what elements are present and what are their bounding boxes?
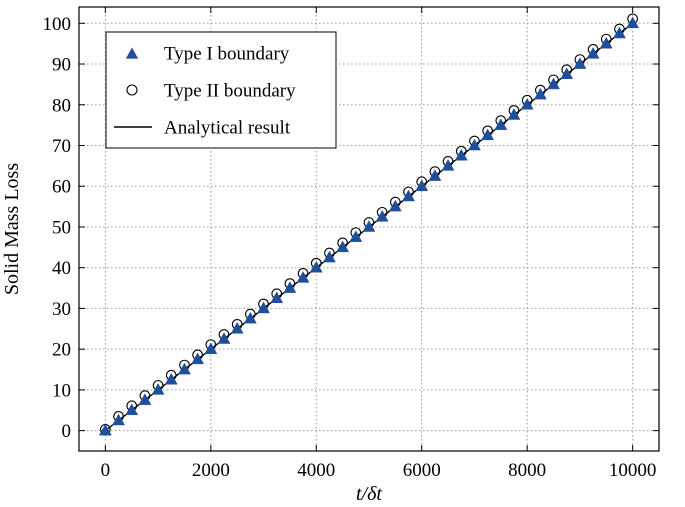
legend-circle-symbol — [126, 84, 138, 96]
type1-point — [441, 159, 455, 171]
type1-point — [613, 26, 626, 39]
type1-point — [323, 250, 336, 263]
type1-point — [533, 87, 547, 100]
type1-point — [481, 128, 495, 141]
type1-point — [296, 271, 310, 283]
y-axis-label: Solid Mass Loss — [1, 163, 23, 295]
x-axis-label: t/δt — [356, 483, 382, 505]
type1-point — [415, 179, 429, 192]
legend-triangle-symbol — [125, 47, 139, 59]
legend-label: Analytical result — [164, 118, 291, 139]
type1-point — [336, 240, 350, 253]
type1-point — [520, 97, 534, 110]
type1-point — [257, 301, 270, 314]
y-tick-label: 90 — [52, 55, 71, 76]
y-tick-label: 60 — [52, 177, 71, 198]
type1-point — [283, 281, 297, 293]
y-tick-label: 100 — [43, 14, 72, 35]
type1-point — [204, 342, 218, 354]
x-tick-label: 4000 — [297, 460, 335, 481]
type1-point — [468, 138, 481, 151]
legend-box — [105, 31, 337, 149]
type1-point — [547, 77, 560, 90]
x-tick-label: 0 — [101, 460, 111, 481]
y-tick-label: 50 — [52, 217, 71, 238]
y-tick-label: 40 — [52, 258, 71, 279]
type1-point — [151, 383, 165, 395]
type1-point — [454, 148, 468, 161]
type1-point — [178, 362, 191, 375]
x-tick-label: 8000 — [508, 460, 546, 481]
y-tick-label: 20 — [52, 340, 71, 361]
legend: Type I boundary Type II boundary Analytica… — [105, 31, 337, 149]
legend-label: Type II boundary — [164, 81, 296, 102]
type1-point — [112, 413, 125, 426]
plot-series — [98, 13, 640, 436]
y-tick-label: 0 — [62, 421, 72, 442]
type1-point — [125, 403, 139, 416]
type1-point — [98, 423, 112, 436]
type1-point — [309, 260, 323, 273]
type1-point — [586, 47, 600, 59]
type1-point — [507, 108, 521, 120]
x-tick-label: 10000 — [609, 460, 657, 481]
legend-label: Type I boundary — [164, 44, 290, 65]
type1-point — [138, 393, 152, 405]
type1-point — [349, 230, 363, 242]
y-tick-label: 70 — [52, 136, 71, 157]
type1-point — [428, 169, 442, 181]
type1-point — [573, 57, 587, 69]
type1-point — [494, 118, 508, 130]
type1-point — [230, 321, 244, 334]
y-tick-label: 10 — [52, 380, 71, 401]
type1-point — [270, 291, 284, 304]
type1-point — [599, 36, 613, 49]
type1-point — [164, 372, 178, 385]
type1-point — [402, 189, 415, 202]
type1-point — [626, 16, 640, 29]
x-tick-label: 6000 — [403, 460, 441, 481]
y-tick-label: 30 — [52, 299, 71, 320]
x-tick-label: 2000 — [192, 460, 230, 481]
plot-frame — [78, 6, 660, 452]
type1-point — [375, 209, 389, 222]
type1-point — [388, 199, 402, 212]
y-tick-label: 80 — [52, 95, 71, 116]
axis-ticks: 0 2000 4000 6000 8000 10000 0 10 20 30 40 50 60 70 80 9… — [43, 7, 659, 481]
type1-point — [191, 352, 205, 365]
type1-point — [243, 311, 257, 324]
type1-point — [217, 332, 231, 344]
type1-point — [560, 67, 574, 79]
type1-point — [362, 220, 376, 232]
